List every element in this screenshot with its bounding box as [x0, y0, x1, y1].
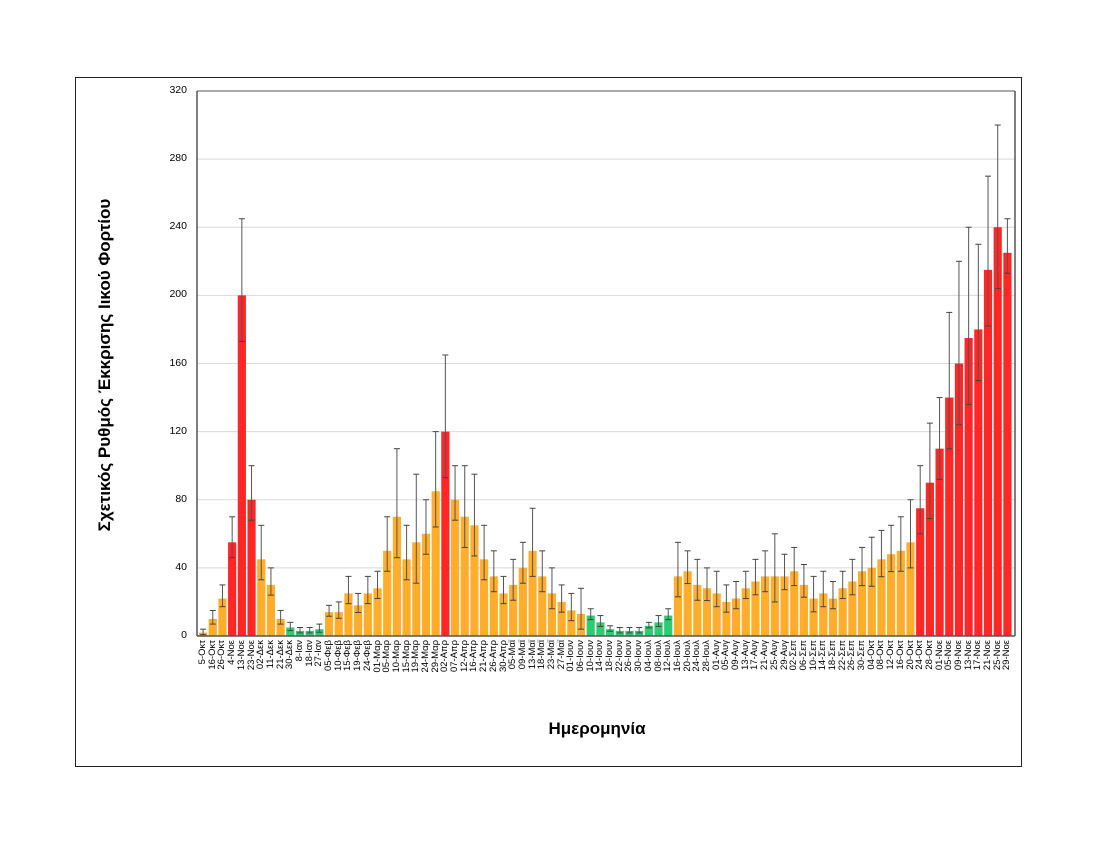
- bar: [460, 516, 469, 636]
- bar: [625, 630, 634, 636]
- bar: [383, 550, 392, 636]
- bar: [441, 431, 450, 636]
- bar: [247, 499, 256, 636]
- bar: [828, 598, 838, 636]
- bar: [906, 542, 915, 636]
- bar: [431, 491, 440, 636]
- bar: [945, 397, 954, 636]
- bar: [673, 576, 683, 636]
- bar: [421, 533, 431, 636]
- bar: [819, 593, 828, 636]
- bar: [693, 584, 702, 636]
- y-tick-label: 40: [175, 560, 187, 573]
- bar: [208, 618, 217, 636]
- bar: [925, 482, 934, 636]
- bar: [983, 269, 993, 636]
- bar: [615, 630, 624, 636]
- bar: [887, 554, 896, 636]
- bar: [741, 588, 750, 636]
- bar: [722, 601, 731, 636]
- bar: [257, 559, 266, 636]
- bar: [664, 615, 673, 636]
- x-tick-label: 29-Νοε: [1001, 640, 1013, 671]
- bar: [751, 581, 760, 636]
- bar: [809, 598, 818, 636]
- bar: [848, 581, 857, 636]
- bar: [373, 588, 382, 636]
- bar: [731, 598, 741, 636]
- bar: [993, 227, 1002, 636]
- y-tick-label: 120: [169, 424, 187, 437]
- bar: [838, 588, 847, 636]
- bar: [567, 610, 576, 636]
- y-tick-label: 80: [175, 492, 187, 505]
- bar: [324, 612, 334, 636]
- bar: [518, 567, 527, 636]
- bar: [780, 576, 789, 636]
- bar: [557, 601, 566, 636]
- bar: [635, 630, 644, 636]
- bar: [538, 576, 547, 636]
- x-axis-label: Ημερομηνία: [548, 719, 646, 738]
- bar: [237, 295, 246, 636]
- bar: [276, 618, 285, 636]
- bar: [470, 525, 479, 636]
- bar: [305, 630, 314, 636]
- bar: [228, 542, 237, 636]
- bar: [295, 630, 305, 636]
- bar: [799, 584, 808, 636]
- bar: [354, 605, 363, 636]
- bar: [761, 576, 770, 636]
- bar: [896, 550, 905, 636]
- bar: [954, 363, 964, 636]
- bar: [363, 593, 372, 636]
- bar: [334, 612, 343, 636]
- y-tick-label: 240: [169, 220, 187, 233]
- bar: [286, 627, 295, 636]
- chart-frame: [75, 77, 1022, 767]
- bar: [916, 508, 925, 636]
- bar: [480, 559, 489, 636]
- y-tick-label: 0: [181, 629, 187, 641]
- bar: [654, 622, 663, 636]
- bar: [412, 542, 421, 636]
- bar: [935, 448, 944, 636]
- bar: [218, 598, 227, 636]
- bar: [1003, 252, 1012, 636]
- bar: [606, 629, 615, 636]
- bar: [964, 337, 973, 636]
- bar: [867, 567, 876, 636]
- bar: [586, 615, 595, 636]
- bar: [770, 576, 779, 636]
- bar: [489, 576, 498, 636]
- bar: [450, 499, 460, 636]
- bar: [974, 329, 983, 636]
- y-tick-label: 200: [169, 288, 187, 301]
- bar: [344, 593, 353, 636]
- bar: [857, 571, 867, 636]
- bar: [547, 593, 557, 636]
- bar: [509, 584, 518, 636]
- bar: [402, 559, 411, 636]
- bar: [712, 593, 721, 636]
- bar: [596, 622, 605, 636]
- y-tick-label: 160: [169, 356, 187, 369]
- bar: [877, 559, 886, 636]
- bar: [266, 584, 276, 636]
- bar: [499, 593, 508, 636]
- bar: [683, 571, 692, 636]
- bar: [392, 516, 401, 636]
- bar: [790, 571, 799, 636]
- y-tick-label: 280: [169, 152, 187, 165]
- bar: [528, 550, 537, 636]
- y-axis-label: Σχετικός Ρυθμός Έκκρισης Ιικού Φορτίου: [95, 198, 114, 532]
- y-tick-label: 320: [169, 84, 187, 96]
- bar: [702, 588, 712, 636]
- bar: [644, 625, 653, 636]
